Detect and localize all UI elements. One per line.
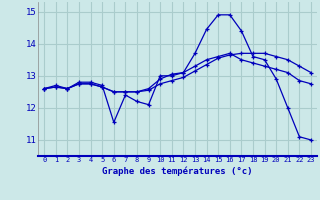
X-axis label: Graphe des températures (°c): Graphe des températures (°c) (102, 166, 253, 176)
